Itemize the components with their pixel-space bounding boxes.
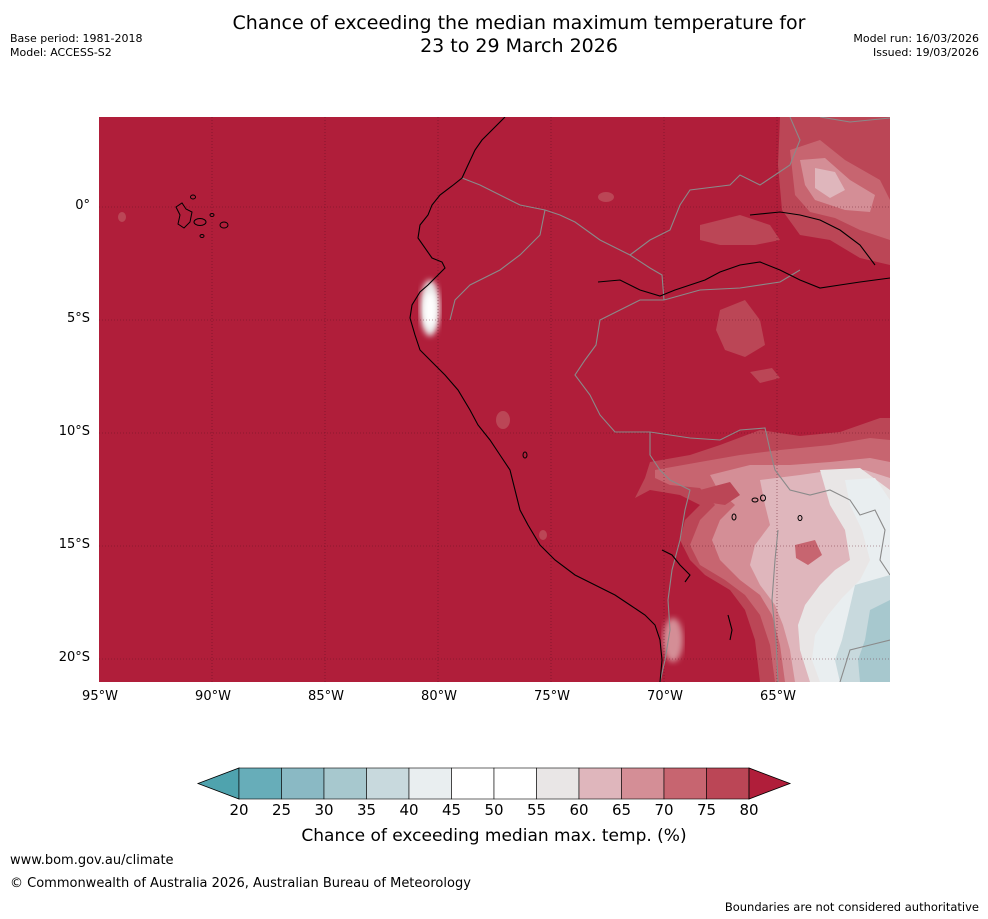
base-period: Base period: 1981-2018 [10,32,143,45]
colorbar-cell [366,767,410,800]
lat-label-20s: 20°S [58,650,90,665]
colorbar-cell [238,767,282,800]
chart-title: Chance of exceeding the median maximum t… [194,12,844,58]
colorbar-tick-label: 40 [399,801,419,819]
lon-label-75w: 75°W [534,689,570,704]
lat-label-10s: 10°S [58,424,90,439]
model-run: Model run: 16/03/2026 [853,32,979,45]
lakes [522,451,803,521]
lat-label-0: 0° [75,198,90,213]
colorbar-tick-label: 80 [739,801,759,819]
galapagos-islands [175,194,229,238]
colorbar-over-arrow [748,767,792,800]
colorbar-tick-label: 25 [271,801,292,819]
colorbar-tick-label: 20 [229,801,249,819]
lon-label-70w: 70°W [647,689,683,704]
lon-label-85w: 85°W [308,689,344,704]
lon-label-65w: 65°W [760,689,796,704]
colorbar-tick-label: 75 [696,801,717,819]
lon-label-80w: 80°W [421,689,457,704]
colorbar-cell [706,767,750,800]
colorbar-tick-label: 55 [526,801,547,819]
colorbar-cell [663,767,707,800]
colorbar-cell [621,767,665,800]
colorbar-tick-label: 45 [441,801,462,819]
lon-label-95w: 95°W [82,689,118,704]
colorbar-tick-label: 65 [611,801,632,819]
meta-right: Model run: 16/03/2026 Issued: 19/03/2026 [853,32,979,60]
colorbar-cell [578,767,622,800]
footer-url: www.bom.gov.au/climate [10,853,174,868]
colorbar-tick-label: 35 [356,801,377,819]
title-line-2: 23 to 29 March 2026 [420,35,618,57]
colorbar-label: Chance of exceeding median max. temp. (%… [301,826,687,846]
model-name: Model: ACCESS-S2 [10,46,112,59]
meta-left: Base period: 1981-2018 Model: ACCESS-S2 [10,32,142,60]
title-line-1: Chance of exceeding the median maximum t… [232,12,806,34]
footer-note: Boundaries are not considered authoritat… [724,900,979,914]
colorbar-tick-label: 60 [569,801,589,819]
colorbar-tick-label: 70 [654,801,674,819]
coastlines-rivers [409,117,890,682]
colorbar-tick-label: 30 [314,801,334,819]
lon-label-90w: 90°W [195,689,231,704]
country-boundaries [449,117,890,682]
colorbar-cell [323,767,367,800]
lat-label-5s: 5°S [66,311,90,326]
colorbar-cell [451,767,495,800]
colorbar-cell [408,767,452,800]
contour-regions [118,117,890,682]
issued-date: Issued: 19/03/2026 [872,46,979,59]
graticule [99,117,890,682]
footer-copyright: © Commonwealth of Australia 2026, Austra… [10,876,471,891]
colorbar-cell [536,767,580,800]
colorbar-cell [493,767,537,800]
colorbar-under-arrow [196,767,240,800]
colorbar-cells [196,767,792,800]
colorbar-cell [281,767,325,800]
lat-label-15s: 15°S [58,537,90,552]
colorbar-tick-label: 50 [484,801,504,819]
